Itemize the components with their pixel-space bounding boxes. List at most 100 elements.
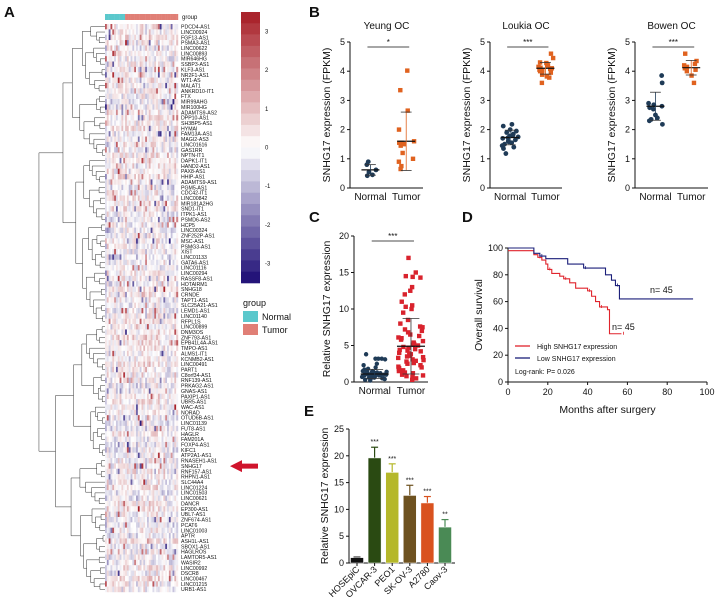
heatmap-cell [172,350,175,357]
heatmap-cell [136,77,139,84]
heatmap-cell [114,249,117,255]
heatmap-cell [141,174,144,180]
heatmap-cell [156,232,159,239]
heatmap-cell [123,93,126,100]
heatmap-cell [132,313,135,319]
heatmap-cell [139,318,142,325]
heatmap-cell [165,40,168,46]
heatmap-cell [123,474,126,480]
heatmap-cell [161,308,164,314]
heatmap-cell [170,409,173,416]
heatmap-cell [106,227,109,234]
heatmap-cell [134,404,137,411]
heatmap-cell [117,404,120,411]
heatmap-cell [119,45,122,51]
heatmap-cell [167,249,170,255]
heatmap-cell [110,125,113,132]
heatmap-cell [161,538,164,544]
heatmap-cell [167,265,170,271]
heatmap-cell [119,340,122,346]
panel-label-d: D [462,209,473,226]
heatmap-cell [132,125,135,132]
heatmap-cell [137,366,140,373]
heatmap-cell [117,431,120,437]
data-point-normal [359,374,365,380]
heatmap-cell [121,243,124,250]
heatmap-cell [143,581,146,587]
dendrogram-branch [93,47,105,58]
heatmap-cell [174,222,177,228]
heatmap-cell [165,484,168,491]
heatmap-cell [137,56,140,62]
heatmap-cell [168,291,171,298]
heatmap-cell [139,270,142,277]
gene-label: PAX8-AS1 [181,169,206,175]
heatmap-cell [157,125,160,132]
heatmap-cell [106,543,109,550]
data-point-tumor [412,346,418,352]
heatmap-cell [130,570,133,577]
heatmap-cell [176,104,179,110]
heatmap-cell [167,468,170,475]
heatmap-cell [152,308,155,314]
heatmap-cell [170,254,173,260]
data-point-tumor [396,355,401,361]
heatmap-cell [112,238,115,244]
heatmap-cell [165,436,168,443]
heatmap-cell [167,184,170,191]
heatmap-cell [121,174,124,180]
heatmap-cell [130,565,133,571]
heatmap-cell [163,190,166,196]
heatmap-cell [170,543,173,550]
heatmap-cell [168,66,171,73]
heatmap-cell [161,168,164,175]
heatmap-cell [161,190,164,196]
heatmap-cell [161,313,164,319]
heatmap-cell [115,195,118,202]
heatmap-cell [152,56,155,62]
heatmap-cell [170,163,173,169]
heatmap-cell [110,549,113,555]
heatmap-cell [121,463,124,469]
heatmap-cell [114,495,117,502]
heatmap-cell [161,29,164,35]
heatmap-cell [167,570,170,577]
heatmap-cell [165,227,168,234]
y-tick-label: 0 [339,558,344,568]
dendrogram-branch [94,492,105,502]
heatmap-cell [143,34,146,41]
heatmap-cell [159,308,162,314]
data-point-normal [500,123,506,129]
heatmap-cell [114,350,117,357]
heatmap-cell [112,88,115,94]
heatmap-cell [154,249,157,255]
heatmap-cell [112,141,115,148]
group-bar-cell [128,14,131,20]
heatmap-cell [152,40,155,46]
y-tick-label: 0 [340,183,345,193]
heatmap-cell [112,232,115,239]
heatmap-cell [170,581,173,587]
dendrogram-branch [101,213,105,220]
heatmap-cell [167,415,170,421]
heatmap-cell [114,404,117,411]
heatmap-cell [152,313,155,319]
heatmap-cell [126,152,129,159]
heatmap-cell [110,345,113,352]
heatmap-cell [130,458,133,464]
heatmap-cell [139,425,142,432]
heatmap-cell [108,125,111,132]
heatmap-cell [152,115,155,121]
y-tick-label: 3 [625,95,630,105]
heatmap-cell [119,286,122,293]
heatmap-cell [143,468,146,475]
heatmap-cell [106,565,109,571]
heatmap-cell [168,281,171,287]
heatmap-cell [154,393,157,400]
heatmap-cell [112,227,115,234]
colorbar-step [241,170,260,182]
heatmap-cell [125,549,128,555]
heatmap-cell [125,34,128,41]
heatmap-cell [157,350,160,357]
heatmap-cell [123,77,126,84]
